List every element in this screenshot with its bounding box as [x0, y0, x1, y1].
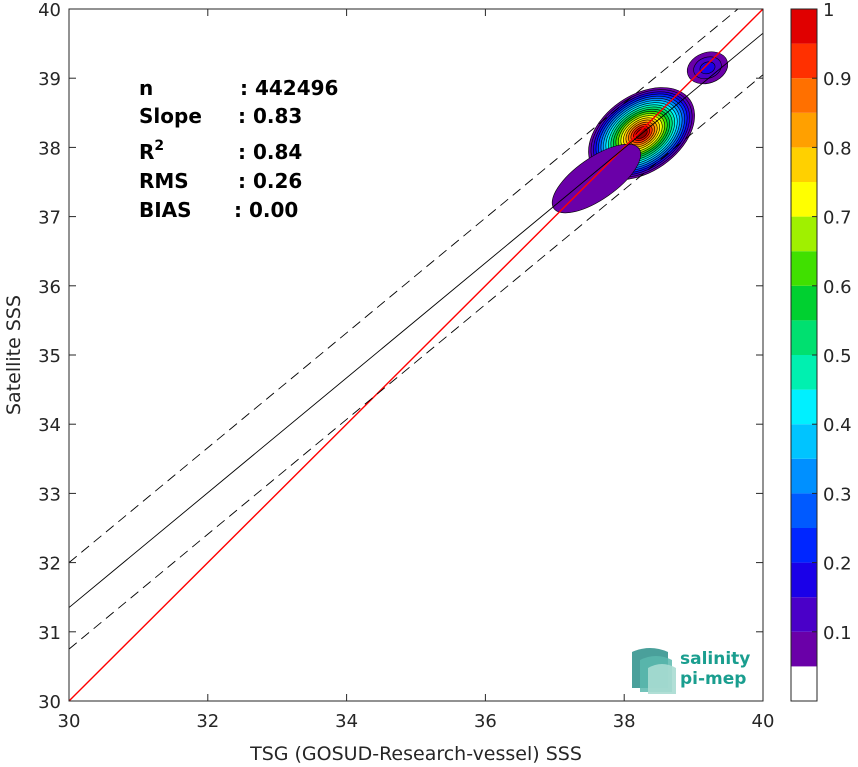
- regression-lines: [69, 9, 763, 701]
- x-tick-label: 34: [335, 711, 358, 732]
- density-blob: [551, 143, 642, 214]
- colorbar-segment: [791, 43, 817, 79]
- stat-value: : 0.26: [238, 169, 302, 193]
- colorbar-segment: [791, 9, 817, 44]
- y-tick-label: 34: [38, 415, 61, 436]
- colorbar-segment: [791, 147, 817, 182]
- wave-logo-icon: [632, 648, 676, 694]
- colorbar-tick-label: 0.9: [823, 69, 852, 90]
- colorbar-tick-label: 0.4: [823, 415, 852, 436]
- colorbar-segment: [791, 78, 817, 113]
- colorbar-tick-label: 0.1: [823, 623, 852, 644]
- colorbar-segment: [791, 493, 817, 528]
- one-to-one-line: [69, 9, 763, 701]
- colorbar-tick-label: 0.7: [823, 208, 852, 229]
- stat-superscript: 2: [154, 138, 164, 154]
- colorbar-tick-label: 0.3: [823, 484, 852, 505]
- stat-value: : 0.84: [238, 140, 302, 164]
- y-tick-label: 36: [38, 277, 61, 298]
- y-axis-ticks: 30 31 32 33 34 35 36 37 38 39 40: [38, 0, 763, 713]
- colorbar-segment: [791, 216, 817, 252]
- colorbar: 0.1 0.2 0.3 0.4 0.5 0.6 0.7 0.8 0.9 1: [790, 0, 852, 702]
- colorbar-tick-label: 0.5: [823, 346, 852, 367]
- y-tick-label: 39: [38, 69, 61, 90]
- y-tick-label: 35: [38, 346, 61, 367]
- colorbar-segment: [791, 320, 817, 355]
- colorbar-tick-label: 1: [823, 0, 834, 21]
- x-axis-ticks: 30 32 34 36 38 40: [58, 9, 775, 732]
- colorbar-segment: [791, 355, 817, 390]
- y-tick-label: 31: [38, 623, 61, 644]
- y-tick-label: 37: [38, 208, 61, 229]
- stat-label: Slope: [139, 104, 202, 128]
- salinity-pi-mep-logo: salinity pi-mep: [632, 648, 750, 694]
- colorbar-segment: [791, 666, 817, 701]
- colorbar-segment: [791, 528, 817, 563]
- x-tick-label: 30: [58, 711, 81, 732]
- colorbar-segment: [791, 251, 817, 286]
- colorbar-segment: [791, 631, 817, 667]
- fit-upper-line: [69, 9, 739, 563]
- colorbar-segment: [791, 424, 817, 459]
- logo-line2: pi-mep: [680, 669, 746, 689]
- x-tick-label: 32: [196, 711, 219, 732]
- y-tick-label: 38: [38, 138, 61, 159]
- stat-label: n: [139, 76, 153, 100]
- colorbar-segment: [791, 112, 817, 148]
- density-contour-level: [551, 143, 642, 214]
- colorbar-segment: [791, 389, 817, 425]
- colorbar-segment: [791, 597, 817, 632]
- stat-label: RMS: [139, 169, 189, 193]
- colorbar-tick-label: 0.2: [823, 554, 852, 575]
- y-tick-label: 33: [38, 484, 61, 505]
- y-tick-label: 30: [38, 692, 61, 713]
- stat-value: : 0.00: [234, 198, 298, 222]
- x-tick-label: 38: [613, 711, 636, 732]
- colorbar-segment: [791, 182, 817, 217]
- fit-lower-line: [69, 74, 763, 650]
- colorbar-tick-label: 0.8: [823, 138, 852, 159]
- stat-value: : 0.83: [238, 104, 302, 128]
- stat-value: : 442496: [240, 76, 338, 100]
- fit-line: [69, 32, 763, 608]
- y-tick-label: 32: [38, 554, 61, 575]
- logo-line1: salinity: [680, 649, 750, 669]
- density-contour-level: [699, 61, 716, 75]
- y-tick-label: 40: [38, 0, 61, 21]
- y-axis-label: Satellite SSS: [3, 295, 25, 415]
- x-tick-label: 36: [474, 711, 497, 732]
- x-axis-label: TSG (GOSUD-Research-vessel) SSS: [249, 743, 582, 765]
- colorbar-tick-label: 0.6: [823, 277, 852, 298]
- colorbar-segment: [791, 285, 817, 321]
- colorbar-segment: [791, 562, 817, 598]
- colorbar-segment: [791, 458, 817, 494]
- x-tick-label: 40: [752, 711, 775, 732]
- stat-label: R2: [139, 138, 164, 164]
- stat-label: BIAS: [139, 198, 192, 222]
- statistics-panel: n : 442496 Slope : 0.83 R2 : 0.84 RMS : 0.26 BIA…: [139, 76, 338, 222]
